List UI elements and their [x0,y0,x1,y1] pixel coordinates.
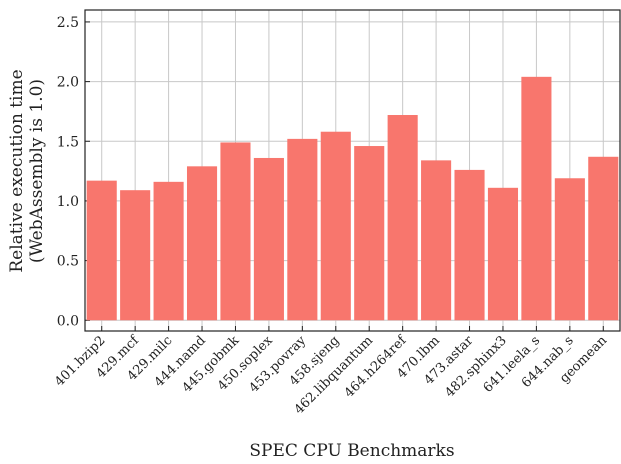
bar [354,146,385,321]
y-axis-label: Relative execution time [7,69,27,272]
bar [487,187,519,321]
bar [86,180,117,321]
y-tick-label: 1.5 [57,134,79,150]
x-tick-label: 401.bzip2 [52,333,108,389]
y-tick-label: 0.5 [57,254,79,270]
x-axis-label: SPEC CPU Benchmarks [249,441,454,461]
bar [521,76,552,321]
y-tick-label: 2.5 [57,15,79,31]
bar [554,178,585,321]
y-axis-label: (WebAssembly is 1.0) [27,79,47,263]
bar [287,138,318,321]
y-tick-label: 2.0 [57,75,79,91]
bar [253,157,284,321]
bar [588,156,619,321]
bar [320,131,351,321]
bar [186,166,218,321]
bar [387,115,418,321]
bar [421,160,452,321]
plot-frame [84,9,621,332]
bar [454,169,485,321]
bar [120,190,151,321]
bar [153,181,184,321]
y-tick-label: 1.0 [57,194,79,210]
bar [220,142,251,321]
y-tick-label: 0.0 [57,313,79,329]
